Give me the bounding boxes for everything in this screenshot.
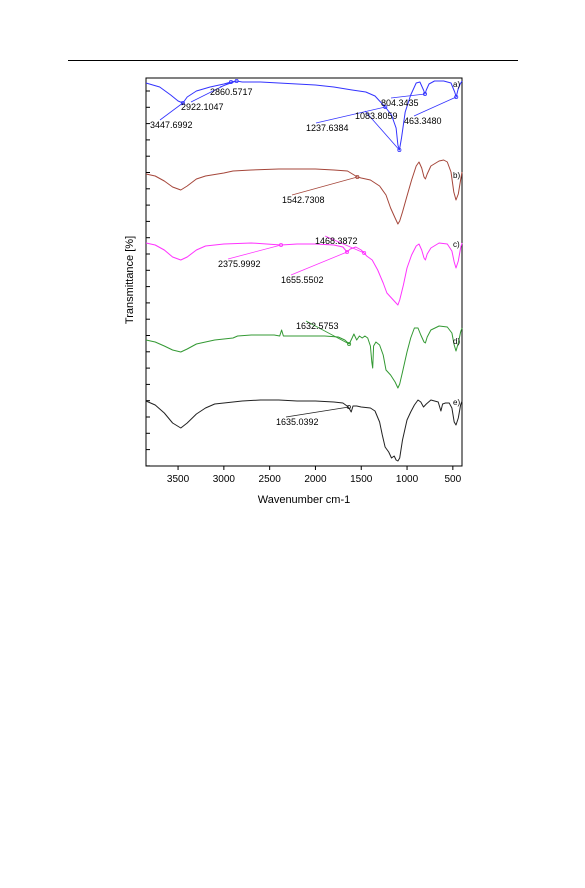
annotation-marker [383,105,388,110]
annotation-marker [362,250,367,255]
annotation-marker [279,242,284,247]
series-line-2 [145,159,463,225]
annotation-marker [180,101,185,106]
annotation-marker [397,147,402,152]
annotation-leader [290,251,348,276]
series-line-1 [145,80,463,151]
series-label-4: d) [453,337,460,346]
peak-annotation-label: 2860.5717 [210,87,253,97]
annotation-marker [234,79,239,84]
peak-annotation-label: 1237.6384 [306,123,349,133]
annotation-marker [454,95,459,100]
annotation-marker [422,92,427,97]
annotation-marker [228,80,233,85]
annotation-leader [159,102,184,121]
annotation-leader [291,176,358,196]
series-line-3 [145,242,463,306]
peak-annotation-label: 1632.5753 [296,321,339,331]
series-label-1: a) [453,80,460,89]
peak-annotation-label: 804.3435 [381,98,419,108]
annotation-marker [344,249,349,254]
annotation-leader [219,80,237,88]
peak-annotation-label: 1635.0392 [276,417,319,427]
series-label-3: c) [453,240,460,249]
annotation-leader [324,235,365,254]
annotation-leader [305,320,350,345]
annotation-leader [285,406,349,418]
x-tick-label: 1500 [350,474,373,485]
annotation-leader [413,96,457,117]
x-tick-label: 2500 [259,474,282,485]
series-line-5 [145,399,463,462]
page-header-rule [68,60,518,61]
annotation-leader [315,106,386,124]
x-tick-label: 1000 [396,474,419,485]
x-tick-label: 2000 [304,474,327,485]
peak-annotation-label: 1655.5502 [281,275,324,285]
peak-annotation-label: 2922.1047 [181,102,224,112]
x-tick-label: 3500 [167,474,190,485]
peak-annotation-label: 463.3480 [404,116,442,126]
annotation-leader [364,110,400,151]
y-axis-label: Transmittance [%] [124,236,136,324]
peak-annotation-label: 1468.3872 [315,236,358,246]
peak-annotation-label: 1083.8059 [355,111,398,121]
annotation-leader [227,244,282,260]
series-label-5: e) [453,398,460,407]
annotation-marker [347,341,352,346]
peak-annotation-label: 1542.7308 [282,195,325,205]
peak-annotation-label: 3447.6992 [150,120,193,130]
peak-annotation-label: 2375.9992 [218,259,261,269]
annotation-marker [346,404,351,409]
plot-frame [145,77,463,467]
annotation-marker [355,174,360,179]
series-label-2: b) [453,171,460,180]
annotation-leader [390,93,426,99]
x-tick-label: 500 [444,474,461,485]
series-line-4 [145,325,463,389]
x-tick-label: 3000 [213,474,236,485]
x-axis-label: Wavenumber cm-1 [258,494,351,506]
